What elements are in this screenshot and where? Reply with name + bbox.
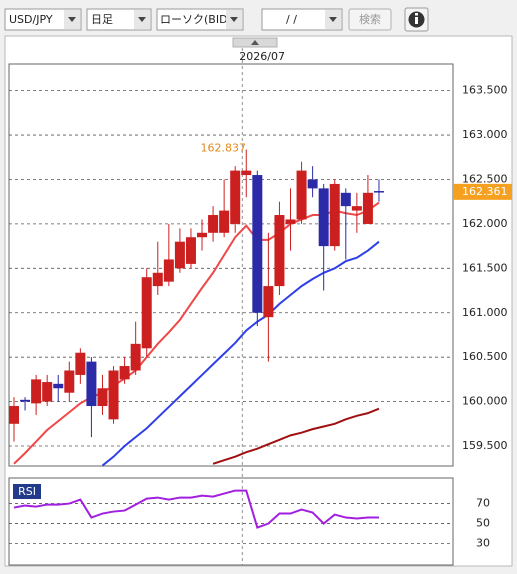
y-tick-label: 50 (476, 517, 490, 530)
candle-body (208, 215, 219, 233)
y-tick-label: 161.000 (462, 306, 508, 319)
candle-body (197, 232, 208, 238)
symbol-select[interactable] (4, 8, 82, 31)
candle-body (373, 191, 384, 193)
price-plot-area (8, 63, 454, 467)
chart-style-select[interactable] (156, 8, 244, 31)
moving-average-line (13, 201, 380, 465)
candle-body (263, 286, 274, 318)
search-button[interactable] (348, 8, 392, 31)
y-tick-label: 30 (476, 537, 490, 550)
rsi-badge (13, 484, 41, 499)
y-tick-label: 159.500 (462, 439, 508, 452)
candle-body (31, 379, 42, 404)
rsi-line (13, 489, 379, 529)
y-tick-label: 70 (476, 497, 490, 510)
candle-body (53, 383, 64, 389)
symbol-text: USD/JPY (9, 13, 53, 26)
info-icon-dot (415, 13, 418, 16)
candle-body (64, 370, 75, 393)
candle-body (174, 241, 185, 269)
candle-body (9, 406, 19, 424)
collapse-arrow (251, 40, 259, 45)
rsi-title: RSI (18, 485, 36, 498)
y-tick-label: 160.500 (462, 350, 508, 363)
moving-average-line (212, 407, 380, 465)
chart-style-text: ローソク(BID) (160, 13, 232, 26)
candle-body (362, 192, 373, 224)
candle-body (141, 277, 152, 349)
candle-body (351, 206, 362, 211)
candle-body (241, 170, 252, 176)
info-icon-bar (415, 17, 418, 24)
dropdown-arrow (138, 17, 146, 22)
date-input[interactable] (261, 8, 343, 31)
y-tick-label: 163.500 (462, 84, 508, 97)
candle-body (318, 188, 329, 247)
y-tick-label: 160.000 (462, 395, 508, 408)
candle-body (252, 175, 263, 313)
x-tick-label: 2026/07 (239, 50, 285, 63)
dropdown-arrow (329, 17, 337, 22)
candle-body (108, 370, 119, 420)
candle-body (340, 192, 351, 207)
candle-body (285, 219, 296, 224)
search-text: 検索 (359, 12, 381, 26)
candle-body (86, 361, 97, 407)
candle-body (230, 170, 241, 224)
candle-body (185, 237, 196, 264)
candle-body (307, 179, 318, 189)
y-tick-label: 163.000 (462, 128, 508, 141)
y-tick-label: 162.000 (462, 217, 508, 230)
candle-body (329, 183, 340, 247)
candle-body (130, 343, 141, 371)
period-text: 日足 (91, 13, 113, 26)
y-tick-label: 161.500 (462, 261, 508, 274)
last-price-box (453, 183, 512, 200)
candle-body (75, 352, 86, 375)
candle-body (97, 388, 108, 407)
candle-body (42, 382, 53, 402)
candle-body (219, 210, 230, 233)
candle-body (296, 170, 307, 220)
moving-average-line (101, 240, 380, 467)
last-price-label: 162.361 (462, 185, 508, 198)
candle-body (152, 272, 163, 287)
dropdown-arrow (68, 17, 76, 22)
candle-body (163, 259, 174, 282)
candle-body (274, 215, 285, 287)
candle-body (20, 399, 31, 402)
high-annotation: 162.837 (201, 142, 247, 155)
dropdown-arrow (230, 17, 238, 22)
date-text: / / (286, 13, 297, 26)
y-tick-label: 162.500 (462, 172, 508, 185)
candle-body (119, 366, 130, 380)
